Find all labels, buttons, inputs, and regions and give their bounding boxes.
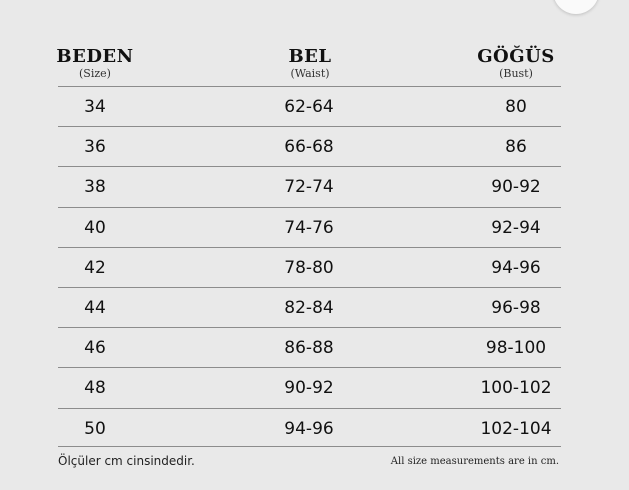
table-row: 46 86-88 98-100 (58, 327, 561, 367)
header-bust-title: GÖĞÜS (477, 46, 555, 67)
cell-waist: 94-96 (284, 418, 334, 439)
cell-waist: 86-88 (284, 338, 334, 359)
cell-size: 50 (84, 418, 106, 439)
table-row: 42 78-80 94-96 (58, 246, 561, 287)
cell-bust: 86 (505, 137, 527, 158)
table-header: BEDEN (Size) BEL (Waist) GÖĞÜS (Bust) (0, 46, 629, 86)
cell-size: 34 (84, 97, 106, 117)
table-row: 38 72-74 90-92 (58, 166, 561, 206)
corner-button[interactable] (553, 0, 599, 14)
table-row: 48 90-92 100-102 (58, 367, 561, 407)
cell-bust: 100-102 (480, 378, 552, 399)
cell-waist: 74-76 (284, 217, 334, 238)
cell-waist: 82-84 (284, 297, 334, 318)
header-size: BEDEN (Size) (40, 46, 150, 80)
header-waist-subtitle: (Waist) (290, 67, 330, 80)
cell-size: 40 (84, 217, 106, 238)
cell-bust: 98-100 (485, 338, 547, 359)
cell-bust: 90-92 (491, 177, 541, 198)
cell-waist: 62-64 (284, 97, 334, 117)
cell-waist: 72-74 (284, 177, 334, 198)
footer-note-en: All size measurements are in cm. (390, 456, 559, 467)
cell-size: 48 (84, 378, 106, 399)
cell-size: 46 (84, 338, 106, 359)
cell-size: 36 (84, 137, 106, 158)
table-row: 34 62-64 80 (58, 86, 561, 126)
table-bottom-divider (58, 446, 561, 447)
header-size-title: BEDEN (56, 46, 134, 67)
header-waist: BEL (Waist) (250, 46, 370, 80)
header-bust: GÖĞÜS (Bust) (456, 46, 576, 80)
cell-bust: 102-104 (480, 418, 552, 439)
size-table: 34 62-64 80 36 66-68 86 38 72-74 90-92 4… (58, 86, 561, 448)
header-size-subtitle: (Size) (79, 67, 111, 80)
cell-size: 38 (84, 177, 106, 198)
table-row: 44 82-84 96-98 (58, 286, 561, 327)
cell-bust: 80 (505, 97, 527, 117)
table-row: 36 66-68 86 (58, 126, 561, 166)
cell-bust: 92-94 (491, 217, 541, 238)
cell-size: 42 (84, 257, 106, 278)
table-row: 50 94-96 102-104 (58, 407, 561, 448)
cell-waist: 90-92 (284, 378, 334, 399)
cell-bust: 96-98 (491, 297, 541, 318)
cell-size: 44 (84, 297, 106, 318)
footer-note-tr: Ölçüler cm cinsindedir. (58, 454, 195, 468)
cell-waist: 78-80 (284, 257, 334, 278)
header-waist-title: BEL (288, 46, 332, 67)
table-row: 40 74-76 92-94 (58, 206, 561, 247)
cell-waist: 66-68 (284, 137, 334, 158)
header-bust-subtitle: (Bust) (499, 67, 533, 80)
cell-bust: 94-96 (491, 257, 541, 278)
